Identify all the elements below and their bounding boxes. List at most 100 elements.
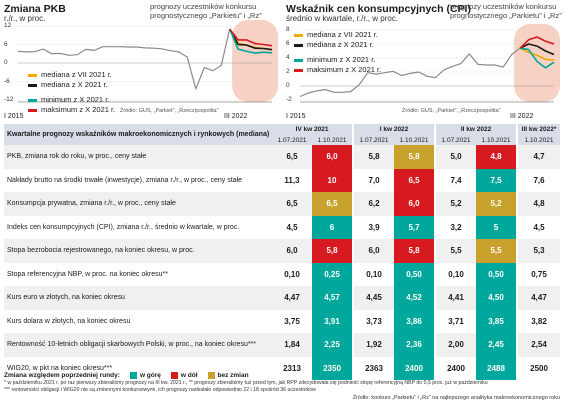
- y-tick-label: -2: [286, 96, 292, 103]
- cpi-legend: mediana z VII 2021 r. mediana z X 2021 r…: [294, 30, 381, 75]
- table-title: Kwartalne prognozy wskaźników makroekono…: [4, 124, 272, 145]
- value-cell: 0,50: [394, 262, 435, 286]
- date-header: 1.10.2021: [476, 135, 517, 145]
- value-cell: 7,4: [436, 168, 477, 192]
- legend-item: maksimum z X 2021 r.: [294, 65, 381, 75]
- value-cell: 3,86: [394, 309, 435, 333]
- legend-swatch-median-x: [294, 43, 303, 47]
- median-x-line: [228, 28, 273, 51]
- value-cell: 3,9: [354, 215, 395, 239]
- value-cell: 6,2: [354, 192, 395, 216]
- value-cell: 4,8: [476, 145, 517, 169]
- row-label: Stopa bezrobocia rejestrowanego, na koni…: [4, 239, 272, 263]
- value-cell: 7,5: [476, 168, 517, 192]
- value-cell: 3,2: [436, 215, 477, 239]
- legend-item: mediana z X 2021 r.: [28, 80, 115, 90]
- value-cell: 3,73: [354, 309, 395, 333]
- y-tick-label: 4: [286, 54, 290, 61]
- cpi-chart-panel: Wskaźnik cen konsumpcyjnych (CPI) średni…: [282, 0, 564, 122]
- legend-item: mediana z VII 2021 r.: [28, 70, 115, 80]
- table-header-row: Kwartalne prognozy wskaźników makroekono…: [4, 124, 561, 145]
- value-cell: 5,0: [436, 145, 477, 169]
- value-cell: 2363: [354, 356, 395, 380]
- row-label: Stopa referencyjna NBP, w proc. na konie…: [4, 262, 272, 286]
- minimum-line: [228, 28, 273, 54]
- row-label: Konsumpcja prywatna, zmiana r./r., w pro…: [4, 192, 272, 216]
- gdp-legend: mediana z VII 2021 r. mediana z X 2021 r…: [28, 70, 115, 115]
- value-cell: 3,91: [312, 309, 353, 333]
- value-cell: 6,0: [272, 239, 312, 263]
- value-cell: 5,5: [436, 239, 477, 263]
- same-swatch: [207, 371, 215, 379]
- value-cell: 4,8: [518, 192, 561, 216]
- y-tick-label: 0: [286, 82, 290, 89]
- maximum-line: [229, 28, 273, 47]
- value-cell: 4,52: [394, 286, 435, 310]
- row-label: Kurs dolara w złotych, na koniec okresu: [4, 309, 272, 333]
- value-cell: 4,5: [518, 215, 561, 239]
- table-row: Konsumpcja prywatna, zmiana r./r., w pro…: [4, 192, 561, 216]
- value-cell: 0,75: [518, 262, 561, 286]
- legend-item: minimum z X 2021 r.: [294, 55, 381, 65]
- change-legend-down: w dół: [180, 371, 198, 379]
- forecast-highlight: [232, 20, 278, 102]
- value-cell: 4,50: [476, 286, 517, 310]
- value-cell: 2400: [436, 356, 477, 380]
- row-label: WIG20, w pkt na koniec okresu***: [4, 356, 272, 380]
- legend-item: mediana z VII 2021 r.: [294, 30, 381, 40]
- value-cell: 3,82: [518, 309, 561, 333]
- table-row: Kurs euro w złotych, na koniec okresu 4,4…: [4, 286, 561, 310]
- value-cell: 5,8: [312, 239, 353, 263]
- table-row: WIG20, w pkt na koniec okresu*** 2313 2350…: [4, 356, 561, 380]
- value-cell: 4,57: [312, 286, 353, 310]
- row-label: Kurs euro w złotych, na koniec okresu: [4, 286, 272, 310]
- value-cell: 6,0: [312, 145, 353, 169]
- row-label: Rentowność 10-letnich obligacji skarbowy…: [4, 333, 272, 357]
- quarter-header: II kw 2022: [436, 124, 517, 135]
- legend-swatch-minimum: [294, 58, 303, 62]
- median-vii-line: [519, 47, 555, 61]
- y-tick-label: 2: [286, 68, 290, 75]
- gdp-x-start-label: I 2015: [4, 113, 24, 120]
- history-line: [17, 28, 231, 90]
- value-cell: 11,3: [272, 168, 312, 192]
- gdp-chart-title: Zmiana PKB: [4, 3, 66, 15]
- value-cell: 5: [476, 215, 517, 239]
- value-cell: 5,2: [436, 192, 477, 216]
- gdp-x-end-label: III 2022: [224, 113, 248, 120]
- forecast-table-wrap: Kwartalne prognozy wskaźników makroekono…: [4, 124, 561, 380]
- legend-label: mediana z VII 2021 r.: [41, 70, 112, 79]
- value-cell: 6,5: [312, 192, 353, 216]
- down-swatch: [170, 371, 178, 379]
- value-cell: 4,5: [272, 215, 312, 239]
- cpi-chart-source: Źródło: GUS, „Parkiet”, „Rzeczpospolita”: [402, 108, 501, 114]
- forecast-table: Kwartalne prognozy wskaźników makroekono…: [4, 124, 561, 380]
- value-cell: 4,41: [436, 286, 477, 310]
- cpi-x-start-label: I 2015: [286, 113, 306, 120]
- date-header: 1.10.2021: [312, 135, 353, 145]
- value-cell: 2,25: [312, 333, 353, 357]
- y-tick-label: 8: [286, 26, 290, 33]
- value-cell: 6: [312, 215, 353, 239]
- y-tick-label: 6: [286, 40, 290, 47]
- legend-label: mediana z VII 2021 r.: [307, 30, 378, 39]
- value-cell: 0,10: [354, 262, 395, 286]
- change-legend: Zmiana względem poprzedniej rundy: w gór…: [4, 370, 560, 380]
- value-cell: 4,47: [272, 286, 312, 310]
- y-tick-label: -12: [4, 96, 14, 103]
- footnote: *** rentowności obligacji i WIG20 nie są…: [4, 386, 316, 393]
- cpi-chart-subtitle: średnio w kwartale, r./r., w proc.: [286, 14, 399, 23]
- table-row: Kurs dolara w złotych, na koniec okresu 3…: [4, 309, 561, 333]
- value-cell: 1,92: [354, 333, 395, 357]
- quarter-header: I kw 2022: [354, 124, 435, 135]
- cpi-chart: [299, 24, 560, 103]
- quarter-header: III kw 2022*: [518, 124, 561, 135]
- footer-source: Źródło: konkurs „Parkietu” i „Rz” na naj…: [352, 395, 560, 401]
- value-cell: 2500: [518, 356, 561, 380]
- legend-label: mediana z X 2021 r.: [307, 40, 374, 49]
- value-cell: 5,2: [476, 192, 517, 216]
- value-cell: 4,7: [518, 145, 561, 169]
- legend-label: maksimum z X 2021 r.: [307, 65, 382, 74]
- value-cell: 2488: [476, 356, 517, 380]
- table-row: Nakłady brutto na środki trwałe (inwesty…: [4, 168, 561, 192]
